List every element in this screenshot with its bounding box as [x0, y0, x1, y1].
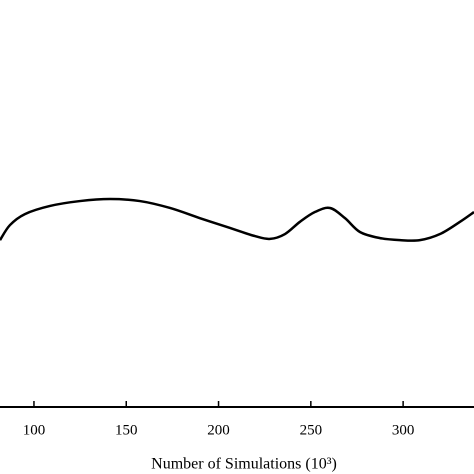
x-tick-label: 150 [115, 422, 138, 438]
x-tick-label: 250 [300, 422, 323, 438]
data-line [0, 197, 474, 242]
x-axis-label: Number of Simulations (10³) [151, 456, 337, 473]
x-tick-label: 100 [23, 422, 46, 438]
x-tick-label: 200 [207, 422, 230, 438]
x-tick-label: 300 [392, 422, 415, 438]
